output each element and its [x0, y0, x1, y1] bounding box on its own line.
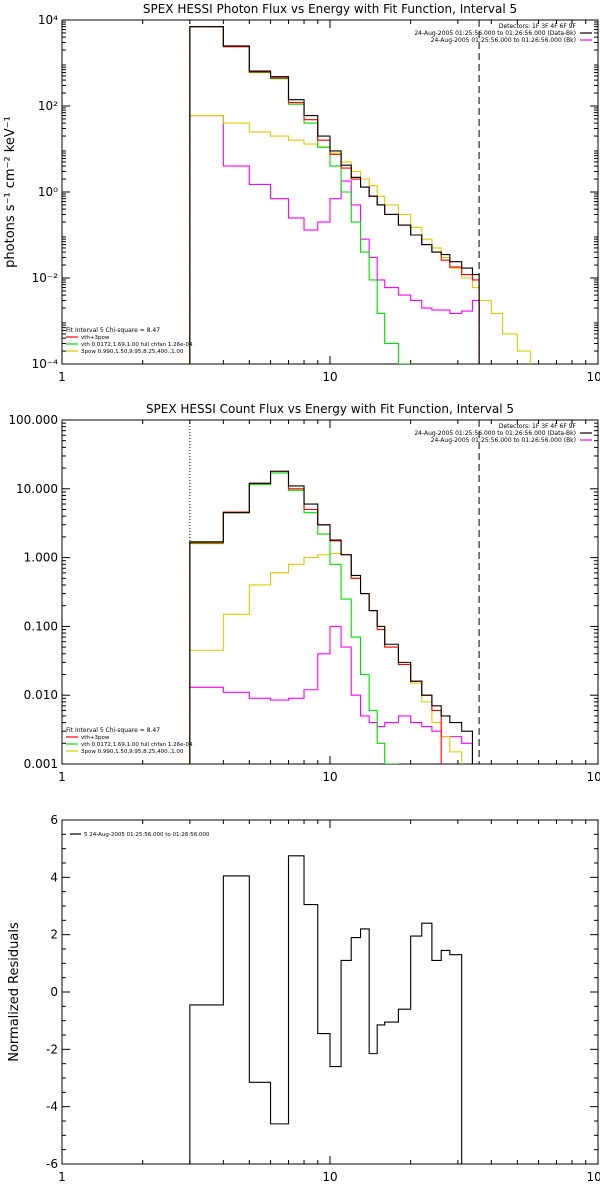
plot-frame — [61, 19, 599, 365]
y-tick-label: 4 — [50, 870, 58, 884]
y-tick-label: 10⁻² — [32, 271, 59, 285]
plot-frame — [61, 419, 599, 765]
photon-flux-panel: SPEX HESSI Photon Flux vs Energy with Fi… — [3, 2, 600, 384]
x-tick-label: 1 — [58, 370, 66, 384]
legend-header: Detectors: 1F 3F 4F 6F 9F — [499, 23, 577, 30]
series-group — [189, 20, 532, 364]
series-data-bk-line — [189, 26, 480, 364]
series-data-bk-line — [189, 470, 473, 764]
legend-right: Detectors: 1F 3F 4F 6F 9F 24-Aug-2005 01… — [414, 423, 592, 444]
x-tick-label: 1 — [58, 770, 66, 784]
y-tick-label: 0 — [50, 985, 58, 999]
plot-frame — [61, 819, 599, 1165]
series-vth-line — [189, 472, 399, 764]
legend-entry-data-bk: 24-Aug-2005 01:25:56.000 to 01:26:56.000… — [414, 430, 576, 437]
x-tick-label: 100 — [587, 770, 600, 784]
legend-entry-vth: vth 0.0172,1.69,1.00 full chfan 1.26e-04 — [81, 742, 193, 748]
y-tick-label: 6 — [50, 813, 58, 827]
x-tick-label: 100 — [587, 370, 600, 384]
y-tick-label: 100.000 — [8, 413, 58, 427]
legend-right: Detectors: 1F 3F 4F 6F 9F 24-Aug-2005 01… — [414, 23, 592, 44]
x-tick-label: 1 — [58, 1170, 66, 1184]
x-tick-label: 10 — [322, 1170, 337, 1184]
y-tick-label: 10⁰ — [38, 185, 58, 199]
series-vth-3pow-line — [189, 26, 480, 364]
legend-entry-vth: vth 0.0172,1.69,1.00 full chfan 1.26e-04 — [81, 342, 193, 348]
y-tick-label: -2 — [46, 1042, 58, 1056]
panel-title: SPEX HESSI Photon Flux vs Energy with Fi… — [143, 2, 517, 16]
series-bk-line — [189, 114, 480, 364]
series-bk-line — [189, 625, 473, 764]
legend-header: Detectors: 1F 3F 4F 6F 9F — [499, 423, 577, 430]
y-tick-label: 10⁴ — [38, 13, 58, 27]
tick-marks — [61, 419, 599, 765]
count-flux-panel: SPEX HESSI Count Flux vs Energy with Fit… — [8, 402, 600, 784]
y-axis-label: Normalized Residuals — [7, 922, 22, 1062]
legend-entry-vth-3pow: vth+3pow — [81, 735, 110, 741]
legend-entry-bk: 24-Aug-2005 01:25:56.000 to 01:26:56.000… — [431, 437, 576, 444]
y-tick-labels: -6 -4 -2 0 2 4 6 — [46, 813, 58, 1171]
plot-area — [61, 419, 599, 765]
legend-entry-3pow: 3pow 0.990,1.50,9.95,8.25,400.,1.00 — [81, 749, 184, 755]
legend-header: Fit Interval 5 Chi-square = 8.47 — [66, 727, 160, 734]
y-tick-label: 0.100 — [24, 619, 58, 633]
legend-entry-residuals: 5 24-Aug-2005 01:25:56.000 to 01:26:56.0… — [84, 832, 210, 838]
residuals-panel: Normalized Residuals -6 -4 -2 0 2 4 6 1 10 100 5… — [7, 813, 600, 1184]
panel-title: SPEX HESSI Count Flux vs Energy with Fit… — [146, 402, 514, 416]
x-tick-label: 10 — [322, 770, 337, 784]
legend-left: 5 24-Aug-2005 01:25:56.000 to 01:26:56.0… — [70, 832, 210, 838]
y-tick-label: 10⁻⁴ — [32, 357, 59, 371]
y-axis-label: photons s⁻¹ cm⁻² keV⁻¹ — [3, 116, 18, 268]
series-vth-3pow-line — [189, 470, 442, 764]
legend-header: Fit Interval 5 Chi-square = 8.47 — [66, 327, 160, 334]
series-group — [189, 420, 480, 764]
legend-entry-data-bk: 24-Aug-2005 01:25:56.000 to 01:26:56.000… — [414, 30, 576, 37]
y-tick-labels: 10⁻⁴ 10⁻² 10⁰ 10² 10⁴ — [32, 13, 59, 371]
x-tick-labels: 1 10 100 — [58, 1170, 600, 1184]
x-tick-labels: 1 10 100 — [58, 770, 600, 784]
y-tick-label: 2 — [50, 928, 58, 942]
plot-area — [61, 819, 599, 1165]
series-series-line — [189, 855, 463, 1164]
x-tick-labels: 1 10 100 — [58, 370, 600, 384]
series-vth-line — [189, 26, 412, 364]
y-tick-label: -4 — [46, 1100, 58, 1114]
tick-marks — [61, 19, 599, 365]
y-tick-label: 10² — [38, 99, 58, 113]
plot-area — [61, 19, 599, 365]
legend-entry-vth-3pow: vth+3pow — [81, 335, 110, 341]
y-tick-label: 1.000 — [24, 551, 58, 565]
series-3pow-line — [189, 552, 463, 764]
y-tick-label: 0.001 — [24, 757, 58, 771]
y-tick-label: 10.000 — [16, 482, 58, 496]
tick-marks — [61, 819, 599, 1165]
y-tick-labels: 0.001 0.010 0.100 1.000 10.000 100.000 — [8, 413, 58, 771]
legend-entry-bk: 24-Aug-2005 01:25:56.000 to 01:26:56.000… — [431, 37, 576, 44]
legend-entry-3pow: 3pow 0.990,1.50,9.95,8.25,400.,1.00 — [81, 349, 184, 355]
y-tick-label: -6 — [46, 1157, 58, 1171]
x-tick-label: 100 — [587, 1170, 600, 1184]
legend-left: Fit Interval 5 Chi-square = 8.47 vth+3po… — [66, 327, 193, 355]
x-tick-label: 10 — [322, 370, 337, 384]
series-group — [189, 855, 463, 1164]
y-tick-label: 0.010 — [24, 688, 58, 702]
legend-left: Fit Interval 5 Chi-square = 8.47 vth+3po… — [66, 727, 193, 755]
